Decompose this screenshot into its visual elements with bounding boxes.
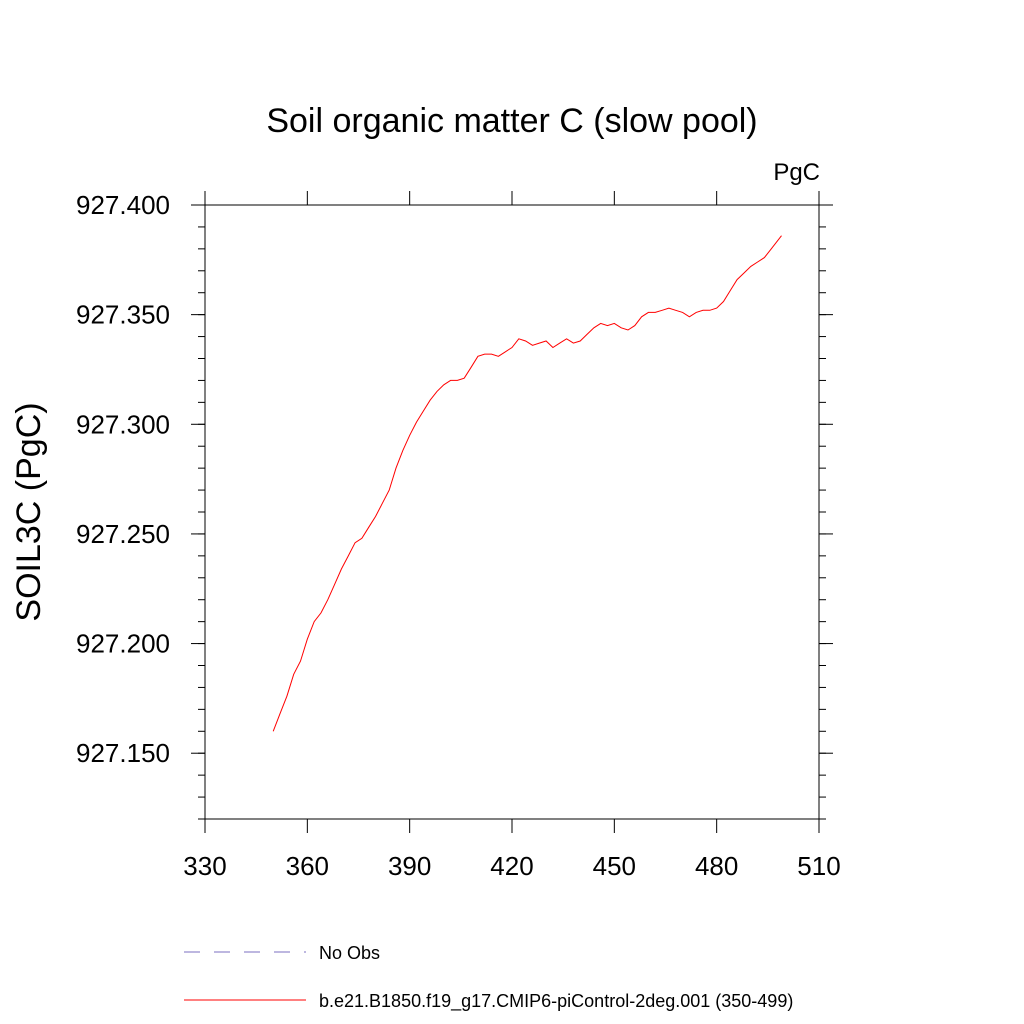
y-axis-label: SOIL3C (PgC) xyxy=(10,402,48,621)
series-line xyxy=(272,235,782,732)
y-tick-label: 927.200 xyxy=(76,629,170,659)
axis-ticks xyxy=(191,191,833,833)
x-tick-label: 450 xyxy=(593,851,636,881)
x-tick-label: 390 xyxy=(388,851,431,881)
legend-label: No Obs xyxy=(319,943,380,963)
legend: No Obs b.e21.B1850.f19_g17.CMIP6-piContro… xyxy=(184,943,793,1012)
y-tick-label: 927.350 xyxy=(76,300,170,330)
chart-title: Soil organic matter C (slow pool) xyxy=(266,102,757,140)
x-tick-label: 420 xyxy=(490,851,533,881)
plot-frame xyxy=(204,204,820,820)
x-tick-label: 330 xyxy=(183,851,226,881)
axis-tick-labels: 330 360 390 420 450 480 510 927.150 927.200 927.2… xyxy=(76,190,841,881)
units-label: PgC xyxy=(773,159,820,186)
y-tick-label: 927.400 xyxy=(76,190,170,220)
legend-label: b.e21.B1850.f19_g17.CMIP6-piControl-2deg… xyxy=(319,991,793,1012)
x-tick-label: 360 xyxy=(286,851,329,881)
series-layer xyxy=(272,235,782,732)
y-tick-label: 927.150 xyxy=(76,738,170,768)
x-tick-label: 510 xyxy=(797,851,840,881)
y-tick-label: 927.300 xyxy=(76,409,170,439)
x-tick-label: 480 xyxy=(695,851,738,881)
y-tick-label: 927.250 xyxy=(76,519,170,549)
